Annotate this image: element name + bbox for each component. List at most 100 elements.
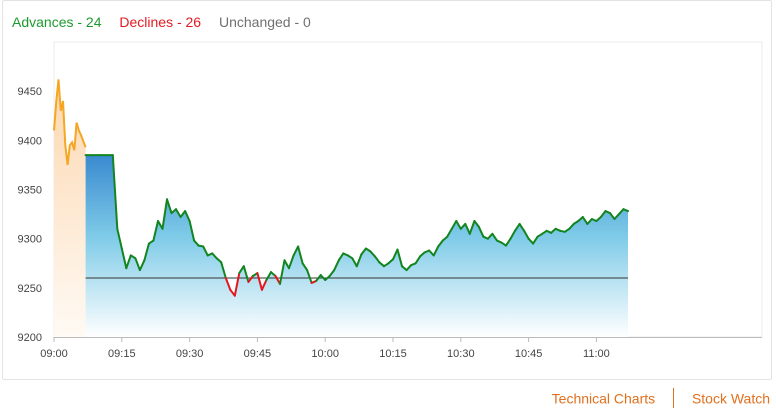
- session-line-segment: [328, 269, 336, 277]
- session-line-segment: [166, 198, 173, 215]
- session-line-segment: [152, 220, 159, 242]
- session-line-segment: [138, 259, 146, 272]
- session-line-segment: [432, 245, 440, 257]
- session-line-segment: [292, 245, 300, 257]
- session-line-segment: [188, 220, 196, 242]
- session-line-segment: [324, 275, 331, 281]
- session-line-segment: [224, 277, 232, 291]
- session-line-segment: [360, 247, 367, 256]
- session-line-segment: [518, 222, 526, 232]
- session-line-segment: [532, 235, 539, 245]
- session-line-segment: [414, 255, 422, 265]
- session-line-segment: [419, 251, 426, 258]
- session-line-segment: [242, 265, 250, 283]
- session-line-segment: [609, 212, 616, 220]
- session-line-segment: [459, 222, 467, 230]
- session-line-segment: [514, 222, 521, 232]
- session-line-segment: [550, 227, 557, 234]
- unchanged-count: Unchanged - 0: [218, 14, 311, 30]
- session-line-segment: [220, 261, 227, 279]
- x-tick-label: 09:30: [176, 348, 204, 360]
- session-line-segment: [256, 272, 263, 291]
- session-line-segment: [473, 220, 480, 228]
- advances-count: Advances - 24: [12, 14, 102, 30]
- session-line-segment: [215, 257, 223, 264]
- session-line-segment: [283, 259, 290, 270]
- session-line-segment: [306, 269, 313, 284]
- session-line-segment: [175, 208, 182, 218]
- session-line-segment: [315, 274, 322, 282]
- session-line-segment: [355, 253, 363, 268]
- session-line-segment: [265, 271, 272, 281]
- stock-watch-link[interactable]: Stock Watch: [691, 390, 770, 407]
- session-line-segment: [111, 154, 119, 230]
- session-line-segment: [333, 259, 340, 272]
- session-line-segment: [211, 252, 218, 260]
- footer-divider: [673, 388, 675, 408]
- session-line-segment: [437, 239, 444, 248]
- x-tick-label: 09:45: [244, 348, 272, 360]
- session-line-segment: [581, 216, 589, 225]
- session-line-segment: [405, 264, 413, 272]
- y-tick-label: 9350: [18, 185, 42, 197]
- footer-links: Technical Charts Stock Watch: [551, 388, 770, 410]
- session-line-segment: [179, 210, 187, 218]
- session-line-segment: [455, 220, 462, 230]
- session-line-segment: [568, 222, 575, 230]
- x-tick-label: 10:45: [515, 348, 543, 360]
- session-line-segment: [378, 261, 385, 268]
- session-line-segment: [486, 232, 494, 240]
- y-tick-label: 9200: [18, 332, 42, 344]
- session-area: [85, 155, 629, 337]
- session-line-segment: [120, 247, 128, 270]
- session-line-segment: [161, 198, 168, 230]
- session-line-segment: [622, 208, 629, 213]
- x-tick-label: 11:00: [583, 348, 610, 360]
- session-line-segment: [586, 218, 593, 225]
- intraday-chart[interactable]: 9200 9250 9300 9350 9400 9450 09:00 09:15 09:30 0…: [0, 0, 776, 378]
- x-tick-label: 09:15: [108, 348, 136, 360]
- session-line-segment: [351, 257, 358, 268]
- session-line-segment: [396, 248, 403, 268]
- x-tick-label: 10:15: [379, 348, 407, 360]
- session-line-segment: [125, 254, 132, 270]
- session-line-segment: [301, 262, 309, 272]
- session-line-segment: [143, 242, 150, 262]
- session-line-segment: [527, 237, 535, 245]
- session-line-segment: [373, 255, 381, 264]
- session-line-segment: [297, 245, 304, 265]
- breadth-legend: Advances - 24 Declines - 26 Unchanged - …: [12, 14, 325, 30]
- session-line-segment: [116, 227, 123, 250]
- y-tick-label: 9450: [18, 86, 42, 98]
- session-line-segment: [202, 245, 209, 257]
- session-line-segment: [464, 222, 471, 235]
- session-line-segment: [184, 210, 191, 222]
- session-line-segment: [134, 257, 141, 272]
- session-line-segment: [369, 250, 376, 258]
- session-line-segment: [618, 208, 625, 216]
- preopen-area: [54, 79, 86, 338]
- session-line-segment: [233, 272, 241, 297]
- session-line-segment: [288, 254, 295, 270]
- session-line-segment: [279, 259, 286, 285]
- y-tick-label: 9400: [18, 135, 42, 147]
- session-line-segment: [491, 232, 498, 242]
- session-line-segment: [509, 229, 516, 240]
- session-line-segment: [193, 239, 200, 247]
- session-line-segment: [477, 225, 485, 238]
- session-line-segment: [450, 220, 458, 230]
- x-tick-label: 10:30: [447, 348, 475, 360]
- technical-charts-link[interactable]: Technical Charts: [551, 390, 656, 407]
- session-line-segment: [523, 229, 530, 240]
- session-line-segment: [238, 265, 245, 275]
- session-line-segment: [247, 275, 254, 283]
- preopen-line: [53, 79, 87, 166]
- y-tick-label: 9300: [18, 234, 42, 246]
- declines-count: Declines - 26: [119, 14, 202, 30]
- session-line-segment: [401, 265, 408, 272]
- session-line-segment: [337, 252, 345, 262]
- session-line-segment: [428, 249, 435, 257]
- session-line-segment: [468, 220, 476, 235]
- session-line-segment: [613, 213, 620, 220]
- x-tick-label: 10:00: [311, 348, 339, 360]
